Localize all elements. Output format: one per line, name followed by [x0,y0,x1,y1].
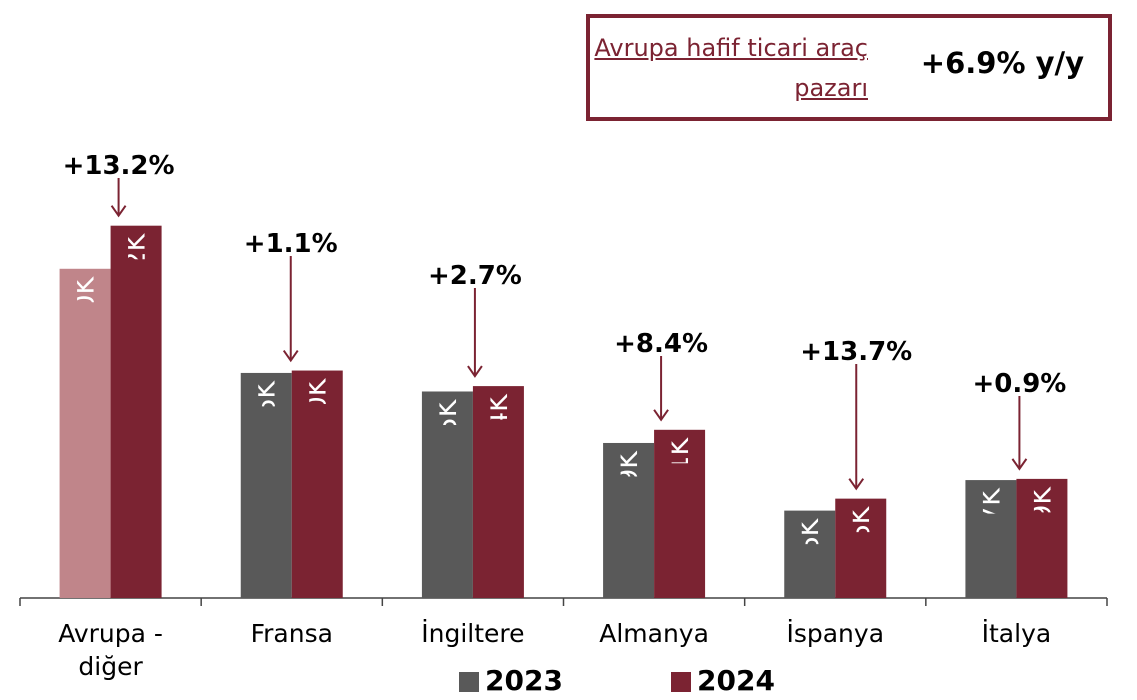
bar [784,510,836,598]
x-tick-label: İspanya [786,619,885,648]
value-label: 550K [70,276,101,347]
value-label: 259K [613,450,644,521]
value-label: 199K [1026,486,1057,557]
bar [110,225,162,598]
arrow-head [110,205,127,218]
change-label: +13.7% [800,337,912,367]
bar [603,442,655,598]
arrow-head [282,349,299,363]
change-label: +2.7% [428,261,522,291]
value-label: 354K [483,393,514,464]
change-label: +1.1% [244,229,338,259]
bar [291,370,343,598]
legend-label: 2023 [485,664,563,697]
change-label: +8.4% [614,329,708,359]
x-tick-label: Fransa [250,619,333,648]
callout-value: +6.9% y/y [920,46,1084,80]
bar [240,372,292,598]
bar [654,429,706,598]
value-label: 197K [975,487,1006,558]
x-tick-label: İtalya [981,619,1052,648]
value-label: 622K [121,232,152,303]
bar [421,391,473,598]
legend-swatch [671,672,691,692]
arrow-head [653,409,669,422]
arrow-head [848,478,865,491]
value-label: 376K [251,380,282,451]
x-tick-label: İngiltere [421,619,525,648]
x-tick-label: Almanya [599,619,709,648]
x-tick-label: Avrupa - diğer [58,619,163,681]
bar [835,498,887,598]
value-label: 345K [432,398,463,469]
value-label: 166K [845,505,876,576]
change-label: +13.2% [63,151,175,181]
arrow-head [1011,458,1028,471]
value-label: 146K [794,517,825,588]
bar [59,268,111,598]
value-label: 380K [302,377,333,448]
bar [472,386,524,598]
value-label: 281K [664,437,695,508]
callout-label: Avrupa hafif ticari araç pazarı [594,34,868,102]
arrow-head [467,365,483,378]
legend-label: 2024 [697,664,775,697]
change-label: +0.9% [972,369,1066,399]
callout-box: Avrupa hafif ticari araç pazarı +6.9% y/… [586,14,1112,121]
legend-swatch [459,672,479,692]
bar [965,480,1017,598]
bar [1016,478,1068,598]
